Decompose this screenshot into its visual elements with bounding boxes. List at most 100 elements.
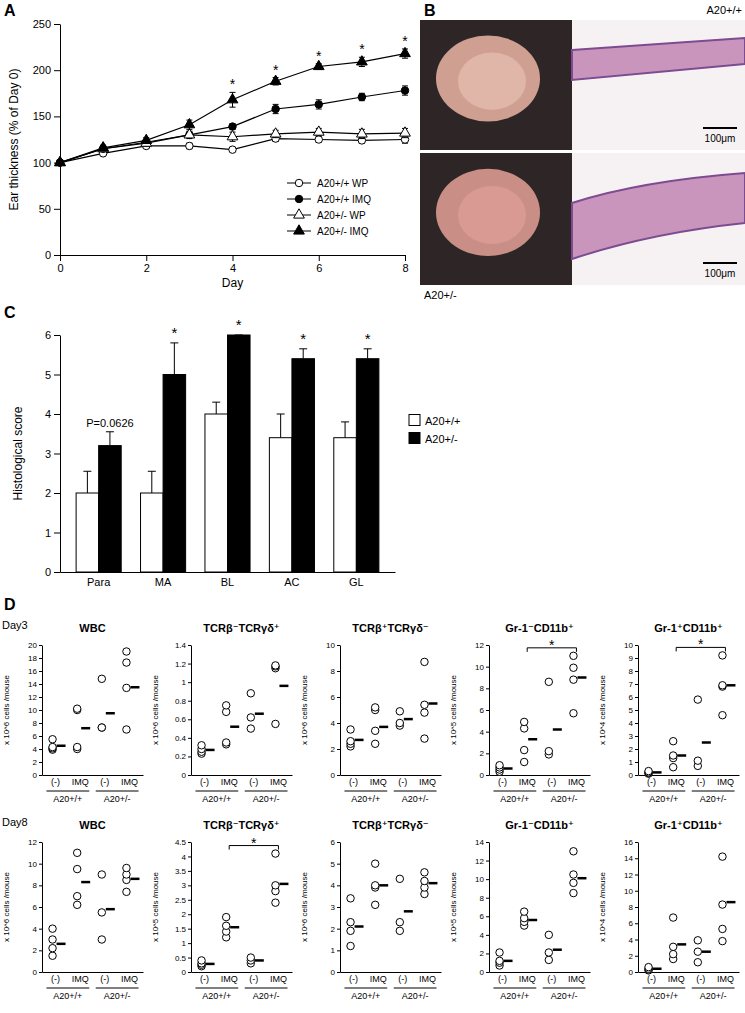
- axis-line: [638, 646, 639, 776]
- tick-label: 10: [475, 663, 484, 672]
- tick-mark: [486, 710, 489, 711]
- point: [222, 922, 229, 929]
- tick: 2: [33, 946, 42, 955]
- category-label: IMQ: [370, 777, 387, 787]
- tick-mark: [405, 255, 406, 261]
- tick-label: 2: [45, 487, 51, 499]
- mean-bar: [726, 684, 735, 687]
- tick: 2: [182, 910, 191, 919]
- tick-label: 1: [45, 527, 51, 539]
- axis-line: [60, 25, 61, 256]
- tick-mark: [486, 645, 489, 646]
- point: [49, 743, 56, 750]
- mean-bar: [702, 741, 711, 744]
- axis: 024681012: [28, 838, 42, 977]
- tick-label: 0: [33, 771, 38, 780]
- panel-b: 100μmA20+/+100μmA20+/-: [420, 4, 745, 301]
- chart-title: Gr-1⁻CD11b⁺: [505, 819, 574, 831]
- tick-mark: [188, 885, 191, 886]
- tick: 8: [402, 255, 408, 274]
- tick-label: 6: [316, 262, 322, 274]
- point: [49, 736, 56, 743]
- tick-label: 4: [230, 262, 236, 274]
- tick-mark: [54, 375, 60, 376]
- point: [719, 901, 726, 908]
- tick-label: 5: [45, 369, 51, 381]
- tick-label: 14: [28, 680, 37, 689]
- mean-bar: [106, 908, 115, 911]
- axis-line: [43, 972, 144, 973]
- tick: GL: [349, 572, 364, 588]
- point: [272, 105, 279, 112]
- tick: 10: [326, 641, 340, 650]
- point: [73, 705, 80, 712]
- tick-label: 4: [33, 745, 38, 754]
- axis-line: [341, 972, 442, 973]
- tick-mark: [486, 667, 489, 668]
- tick: 1: [182, 939, 191, 948]
- tick-mark: [635, 762, 638, 763]
- tick: (-): [200, 775, 209, 787]
- tick-mark: [54, 116, 60, 117]
- axis-line: [191, 646, 192, 776]
- dot-chart: 0246810121416(-)IMQ(-)IMQGr-1⁺CD11b⁺x 10…: [598, 819, 740, 1001]
- point: [371, 860, 378, 867]
- group-underline: [543, 791, 586, 792]
- tick: (-): [349, 972, 358, 984]
- point: [247, 954, 254, 961]
- category-label: IMQ: [121, 974, 138, 984]
- tick-mark: [54, 454, 60, 455]
- point: [400, 127, 411, 136]
- tick: 4: [480, 931, 489, 940]
- tick: 200: [33, 64, 60, 76]
- tick: (-): [51, 972, 60, 984]
- tick-label: 8: [480, 894, 485, 903]
- tick-label: 12: [624, 871, 633, 880]
- chart-title: Gr-1⁻CD11b⁺: [505, 622, 574, 634]
- panel-label: A: [4, 2, 16, 19]
- point: [184, 119, 195, 128]
- tick: (-): [696, 775, 705, 787]
- point: [570, 676, 577, 683]
- chart-title: Gr-1⁺CD11b⁺: [654, 819, 723, 831]
- point: [73, 901, 80, 908]
- tick-mark: [337, 907, 340, 908]
- photo-ear-inner: [458, 53, 526, 110]
- tick: 16: [28, 667, 42, 676]
- tick-mark: [54, 70, 60, 71]
- tick-label: 0: [331, 771, 336, 780]
- mean-bar: [57, 745, 66, 748]
- point: [371, 727, 378, 734]
- point: [227, 94, 238, 103]
- mean-bar: [577, 676, 586, 679]
- tick-mark: [337, 645, 340, 646]
- axis-title: x 10^6 cells /mouse: [2, 871, 11, 942]
- point: [55, 156, 66, 165]
- bar: [228, 335, 251, 572]
- tick: 0: [182, 968, 191, 977]
- tick-label: 6: [480, 912, 485, 921]
- error-bar: [316, 100, 322, 109]
- tick: 16: [624, 838, 638, 847]
- row-label: Day8: [2, 816, 28, 828]
- group-underline: [642, 988, 685, 989]
- point: [371, 882, 378, 889]
- point: [694, 757, 701, 764]
- tick-mark: [635, 697, 638, 698]
- tick-label: 10: [624, 887, 633, 896]
- error-bar: [212, 402, 220, 414]
- tick-mark: [39, 684, 42, 685]
- category-label: IMQ: [419, 974, 436, 984]
- point: [669, 950, 676, 957]
- point: [123, 648, 130, 655]
- tick-mark: [188, 756, 191, 757]
- mean-bar: [504, 767, 513, 770]
- tick-label: 8: [480, 684, 485, 693]
- tick: 0: [45, 566, 60, 578]
- tick-label: 0: [182, 968, 187, 977]
- tick-label: 2: [33, 946, 38, 955]
- photo: [420, 153, 572, 285]
- tick-label: 8: [629, 667, 634, 676]
- histology-tissue: [572, 38, 745, 80]
- scale-bar: [703, 262, 737, 264]
